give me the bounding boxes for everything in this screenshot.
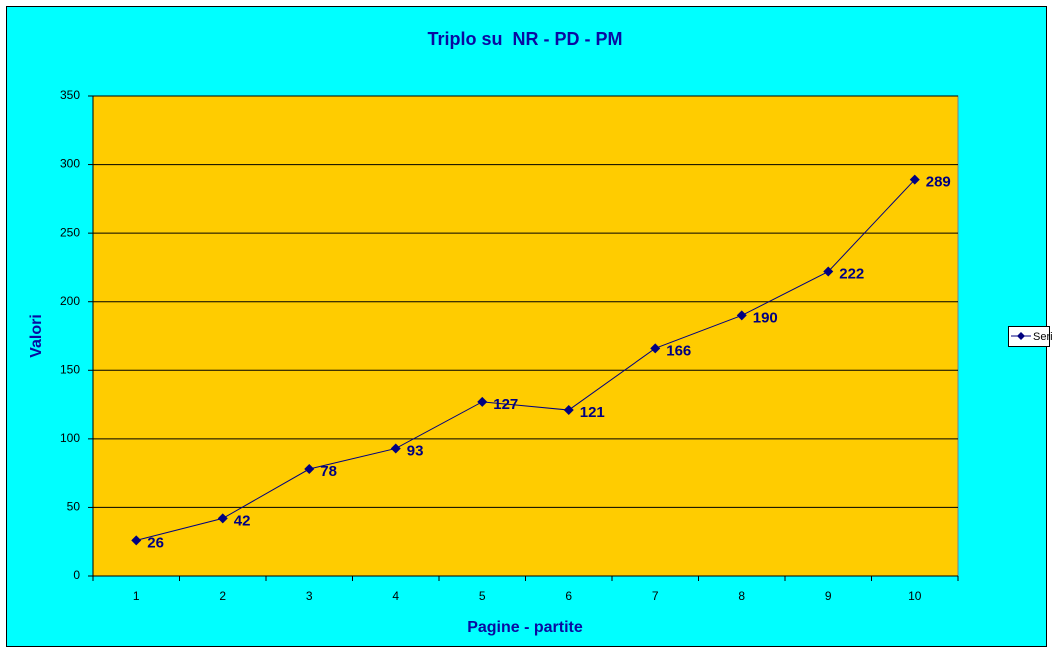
data-label: 127 [493, 396, 518, 413]
x-tick-label: 8 [738, 589, 745, 603]
y-tick-label: 50 [67, 500, 81, 514]
y-tick-label: 200 [60, 294, 80, 308]
point [390, 443, 401, 454]
point [217, 513, 228, 524]
y-axis-title: Valori [28, 314, 45, 358]
x-tick-label: 5 [479, 589, 486, 603]
point [736, 310, 747, 321]
point [563, 405, 574, 416]
legend-text: Serie1 [1033, 331, 1053, 343]
point [823, 266, 834, 277]
data-label: 78 [320, 463, 337, 480]
point [909, 174, 920, 185]
data-label: 121 [580, 404, 605, 421]
data-label: 289 [926, 174, 951, 191]
point [650, 343, 661, 354]
x-tick-label: 2 [219, 589, 226, 603]
x-tick-label: 3 [306, 589, 313, 603]
x-tick-label: 10 [908, 589, 922, 603]
data-label: 190 [753, 309, 778, 326]
y-tick-label: 350 [60, 88, 80, 102]
data-label: 166 [666, 342, 691, 359]
x-tick-label: 4 [392, 589, 399, 603]
x-tick-label: 9 [825, 589, 832, 603]
x-axis-title: Pagine - partite [467, 619, 583, 636]
series-line [136, 179, 916, 541]
data-label: 93 [407, 442, 424, 459]
x-tick-label: 7 [652, 589, 659, 603]
y-tick-label: 150 [60, 362, 80, 376]
y-tick-label: 300 [60, 157, 80, 171]
y-tick-label: 100 [60, 431, 80, 445]
x-tick-label: 6 [565, 589, 572, 603]
data-label: 26 [147, 534, 164, 551]
point [131, 535, 142, 546]
point [477, 396, 488, 407]
legend-marker [1017, 332, 1025, 340]
plot-area [92, 95, 959, 577]
data-label: 42 [234, 512, 251, 529]
y-tick-label: 0 [73, 568, 80, 582]
data-label: 222 [839, 266, 864, 283]
chart-title: Triplo su NR - PD - PM [427, 29, 622, 49]
x-tick-label: 1 [133, 589, 140, 603]
point [304, 464, 315, 475]
y-tick-label: 250 [60, 225, 80, 239]
